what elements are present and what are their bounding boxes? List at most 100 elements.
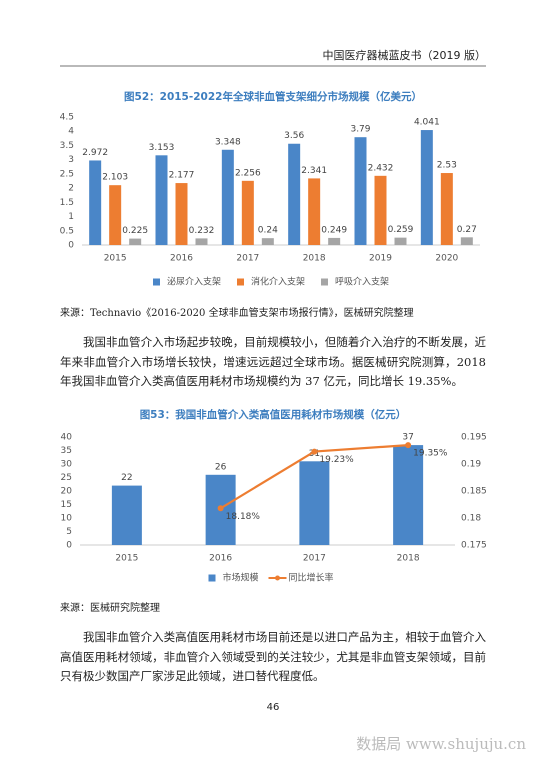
y2-tick-label: 0.19: [461, 460, 481, 470]
y-tick-label: 0: [66, 541, 72, 551]
legend-swatch: [208, 574, 216, 582]
x-tick-label: 2020: [435, 254, 458, 264]
y-tick-label: 35: [61, 446, 72, 456]
watermark: 数据局 www.shujuju.cn: [356, 735, 526, 753]
data-label: 19.35%: [413, 449, 448, 459]
bar: [175, 183, 188, 245]
x-tick-label: 2015: [115, 554, 138, 564]
bar: [221, 149, 234, 245]
legend-label: 呼吸介入支架: [335, 276, 389, 288]
legend-label: 泌尿介入支架: [167, 276, 221, 288]
legend-swatch: [237, 278, 244, 286]
data-label: 3.348: [215, 137, 241, 147]
source: 来源：医械研究院整理: [60, 603, 160, 614]
y-tick-label: 1.5: [60, 198, 74, 208]
source: 来源：Technavio《2016-2020 全球非血管支架市场报行情》，医械研…: [60, 308, 414, 319]
bar: [195, 238, 208, 245]
legend-marker: [275, 575, 280, 581]
marker: [217, 505, 224, 512]
y-tick-label: 25: [61, 473, 72, 483]
y2-tick-label: 0.175: [461, 541, 487, 551]
marker: [405, 442, 412, 449]
x-tick-label: 2017: [236, 254, 259, 264]
y-tick-label: 4.5: [60, 113, 74, 123]
x-tick-label: 2019: [369, 254, 392, 264]
data-label: 2.972: [82, 148, 108, 158]
bar: [393, 445, 424, 545]
data-label: 0.225: [122, 226, 148, 236]
marker: [311, 448, 318, 455]
data-label: 3.79: [350, 125, 370, 135]
bar: [89, 160, 102, 245]
bar: [155, 155, 168, 245]
bar: [299, 461, 330, 545]
y-tick-label: 20: [61, 487, 73, 497]
bar: [420, 130, 433, 245]
y-tick-label: 2.5: [60, 169, 74, 179]
bar: [440, 173, 453, 245]
y-tick-label: 0.5: [60, 226, 74, 236]
y-tick-label: 30: [61, 460, 73, 470]
y-tick-label: 3.5: [60, 141, 74, 151]
legend-label: 消化介入支架: [251, 276, 305, 288]
y-tick-label: 3: [68, 155, 74, 165]
x-tick-label: 2015: [104, 254, 127, 264]
data-label: 18.18%: [226, 512, 261, 522]
chart-title: 图53：我国非血管介入类高值医用耗材市场规模（亿元）: [140, 408, 407, 421]
bar: [288, 143, 301, 245]
data-label: 19.23%: [319, 455, 354, 465]
data-label: 3.56: [284, 131, 304, 141]
data-label: 2.341: [301, 166, 327, 176]
bar: [354, 137, 367, 245]
data-label: 0.24: [258, 226, 278, 236]
data-label: 26: [215, 462, 227, 472]
data-label: 2.432: [368, 163, 394, 173]
y2-tick-label: 0.195: [461, 433, 487, 443]
y-tick-label: 4: [68, 127, 74, 137]
data-label: 2.103: [102, 173, 128, 183]
y-tick-label: 5: [66, 527, 72, 537]
bar: [374, 175, 387, 245]
y-tick-label: 2: [68, 184, 74, 194]
x-tick-label: 2017: [303, 554, 326, 564]
bar: [308, 178, 321, 245]
data-label: 37: [402, 433, 413, 443]
page-number: 46: [266, 702, 280, 713]
y2-tick-label: 0.18: [461, 514, 481, 524]
data-label: 0.232: [189, 226, 215, 236]
data-label: 3.153: [149, 143, 175, 153]
bar: [129, 238, 142, 245]
y2-tick-label: 0.185: [461, 487, 487, 497]
y-tick-label: 10: [61, 514, 73, 524]
data-label: 0.27: [457, 225, 477, 235]
header-title: 中国医疗器械蓝皮书（2019 版）: [322, 49, 487, 62]
y-tick-label: 40: [61, 433, 73, 443]
paragraph: 我国非血管介入类高值医用耗材市场目前还是以进口产品为主，相较于血管介入高值医用耗…: [60, 630, 486, 683]
y-tick-label: 0: [68, 241, 74, 251]
data-label: 2.256: [235, 168, 261, 178]
bar: [111, 485, 142, 545]
bar: [109, 185, 122, 245]
x-tick-label: 2018: [397, 554, 420, 564]
bar: [460, 237, 473, 245]
bar: [394, 237, 407, 245]
x-tick-label: 2016: [209, 554, 232, 564]
x-tick-label: 2018: [303, 254, 326, 264]
bar: [261, 238, 274, 245]
legend-swatch: [321, 278, 328, 286]
y-tick-label: 1: [68, 212, 74, 222]
data-label: 22: [121, 473, 132, 483]
bar: [241, 180, 254, 245]
data-label: 0.249: [321, 225, 347, 235]
chart-title: 图52：2015-2022年全球非血管支架细分市场规模（亿美元）: [124, 90, 422, 103]
data-label: 4.041: [414, 118, 440, 128]
data-label: 2.177: [169, 171, 195, 181]
legend-swatch: [153, 278, 160, 286]
bar: [328, 237, 341, 245]
x-tick-label: 2016: [170, 254, 193, 264]
legend-label: 同比增长率: [289, 572, 334, 584]
data-label: 0.259: [388, 225, 414, 235]
data-label: 2.53: [437, 161, 457, 171]
